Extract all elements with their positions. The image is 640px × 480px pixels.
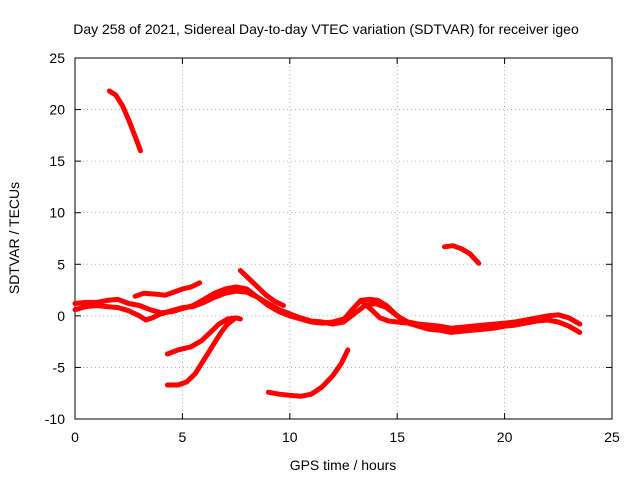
y-tick-label: 20 [49, 102, 65, 118]
y-tick-label: 5 [57, 256, 65, 272]
series-arc-early-high [106, 88, 143, 154]
plot-frame [74, 57, 613, 420]
series-arc-afternoon [341, 296, 404, 323]
series-arc-late-high [442, 243, 482, 266]
y-tick-label: 0 [57, 308, 65, 324]
series-arc-rise-b [164, 316, 237, 388]
series-arc-spike [237, 268, 286, 308]
series-arc-bottom [265, 347, 351, 399]
x-tick-label: 10 [282, 429, 298, 445]
y-tick-label: -5 [53, 359, 66, 375]
ticks-layer: 0 5 10 15 20 25 -10 -5 0 5 10 15 20 25 [45, 50, 620, 445]
y-axis-label: SDTVAR / TECUs [6, 182, 22, 294]
series-arc-baseline-b [72, 288, 583, 331]
x-tick-label: 0 [71, 429, 79, 445]
x-tick-label: 25 [604, 429, 620, 445]
y-tick-label: 25 [49, 50, 65, 66]
series-arc-mid-upper [132, 280, 203, 299]
chart-title: Day 258 of 2021, Sidereal Day-to-day VTE… [73, 21, 579, 37]
series-layer [72, 88, 583, 399]
x-tick-label: 20 [497, 429, 513, 445]
y-tick-label: 10 [49, 205, 65, 221]
y-tick-label: 15 [49, 153, 65, 169]
x-tick-label: 15 [389, 429, 405, 445]
x-axis-label: GPS time / hours [290, 457, 397, 473]
grid-layer [75, 58, 612, 419]
y-tick-label: -10 [45, 411, 65, 427]
x-tick-label: 5 [179, 429, 187, 445]
series-arc-late-low [360, 299, 583, 335]
